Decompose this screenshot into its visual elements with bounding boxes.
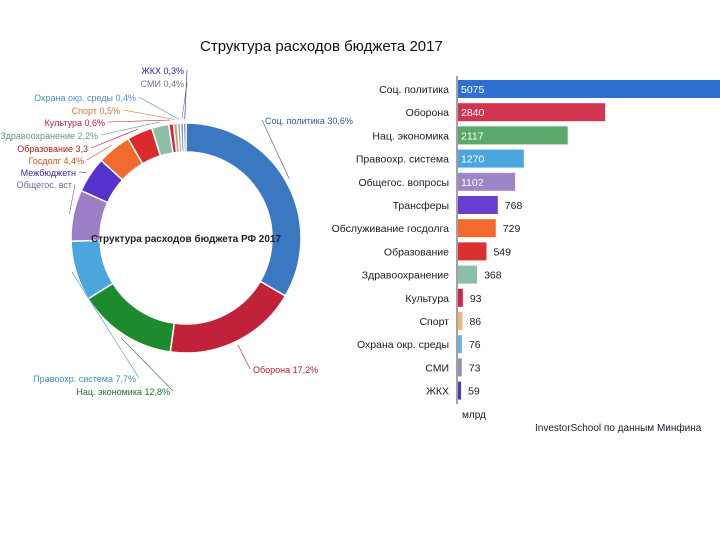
bar-value-label: 73	[469, 362, 481, 374]
pie-leader-line	[71, 272, 140, 379]
bar	[458, 196, 498, 214]
chart-title: Структура расходов бюджета 2017	[200, 38, 443, 55]
bar	[458, 149, 524, 168]
source-note: InvestorSchool по данным Минфина	[535, 422, 702, 434]
bar-value-label: 368	[484, 270, 502, 282]
bar-category-label: СМИ	[425, 362, 449, 374]
pie-slice	[87, 282, 176, 353]
bar-value-label: 5075	[461, 84, 485, 96]
bar-category-label: Правоохр. система	[356, 154, 449, 166]
pie-slice-label: Общегос. вст	[17, 180, 72, 190]
pie-slice-label: Оборона 17,2%	[253, 365, 318, 375]
bar	[458, 219, 496, 238]
bar-value-label: 93	[470, 293, 482, 305]
pie-slice-label: Госдолг 4,4%	[29, 156, 84, 166]
pie-slice-label: Нац. экономика 12,8%	[76, 387, 170, 397]
bar-value-label: 729	[503, 223, 521, 235]
bar	[458, 265, 478, 284]
pie-slice	[169, 280, 287, 354]
pie-leader-line	[120, 337, 174, 392]
pie-slice-label: Образование 3,3	[17, 144, 88, 154]
pie-slice-label: Здравоохранение 2,2%	[0, 131, 98, 141]
pie-leader-line	[122, 109, 176, 120]
bar-category-label: ЖКХ	[426, 386, 449, 398]
bar-value-label: 2840	[461, 107, 485, 119]
pie-slice	[185, 122, 302, 297]
pie-leader-line	[86, 145, 112, 161]
bar-category-label: Соц. политика	[379, 84, 449, 96]
bar	[458, 80, 720, 98]
pie-slice-label: Культура 0,6%	[45, 118, 105, 128]
bar	[458, 381, 462, 400]
bar	[458, 172, 516, 191]
bar	[458, 288, 463, 307]
pie-slice-label: Охрана окр. среды 0,4%	[34, 93, 136, 103]
bar-value-label: 768	[505, 200, 523, 212]
bar-category-label: Общегос. вопросы	[358, 177, 449, 189]
bar-unit-label: млрд	[462, 410, 486, 421]
bar-category-label: Оборона	[406, 107, 449, 119]
bar	[458, 103, 606, 122]
pie-slice-label: Правоохр. система 7,7%	[33, 374, 136, 384]
pie-leader-line	[184, 69, 188, 120]
bar-category-label: Трансферы	[393, 200, 449, 212]
bar-category-label: Здравоохранение	[362, 270, 449, 282]
pie-slice-label: Межбюджетн	[21, 168, 76, 178]
bar	[458, 335, 462, 354]
bar-category-label: Спорт	[419, 316, 449, 328]
bar	[458, 126, 568, 145]
pie-leader-line	[107, 119, 171, 123]
bar-value-label: 86	[469, 316, 481, 328]
bar-value-label: 2117	[461, 130, 484, 142]
bar-value-label: 76	[469, 339, 481, 351]
pie-leader-line	[100, 121, 160, 136]
pie-slice-label: Спорт 0,5%	[72, 106, 120, 116]
pie-leader-line	[261, 119, 290, 179]
bar-category-label: Нац. экономика	[372, 130, 449, 142]
bar	[458, 312, 463, 330]
bar	[458, 358, 462, 377]
bar	[458, 242, 487, 261]
bar-value-label: 59	[468, 386, 480, 398]
pie-leader-line	[237, 344, 251, 370]
pie-center-label: Структура расходов бюджета РФ 2017	[91, 233, 282, 245]
bar-category-label: Культура	[405, 293, 449, 305]
bar-category-label: Охрана окр. среды	[357, 339, 449, 351]
bar-value-label: 1102	[461, 177, 484, 189]
pie-slice-label: СМИ 0,4%	[141, 79, 184, 89]
bar-category-label: Обслуживание госдолга	[332, 223, 450, 235]
pie-leader-line	[90, 128, 139, 149]
pie-leader-line	[69, 183, 76, 215]
pie-slice-label: Соц. политика 30,6%	[265, 116, 353, 126]
pie-leader-line	[138, 96, 179, 120]
pie-slice	[182, 122, 187, 153]
bar-category-label: Образование	[384, 246, 449, 258]
pie-slice-label: ЖКХ 0,3%	[141, 66, 184, 76]
bar-value-label: 1270	[461, 154, 485, 166]
bar-value-label: 549	[493, 246, 511, 258]
